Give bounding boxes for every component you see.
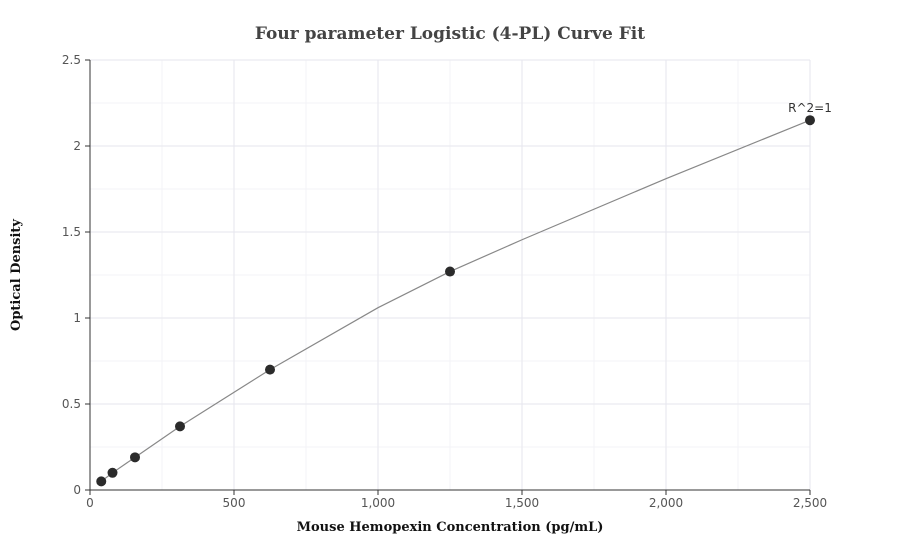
data-point xyxy=(265,364,275,375)
data-point xyxy=(107,467,118,478)
grid xyxy=(90,59,811,490)
ticks: 0 500 1,000 1,500 2,000 2,500 0 0.5 1 1.5 2 2.5 xyxy=(62,53,827,510)
chart-title: Four parameter Logistic (4-PL) Curve Fit xyxy=(255,24,645,44)
x-tick-label: 2,500 xyxy=(793,496,827,510)
data-point xyxy=(445,266,455,277)
x-tick-label: 500 xyxy=(223,496,246,510)
data-point xyxy=(96,476,107,487)
fit-curve-line xyxy=(100,119,811,482)
axes xyxy=(89,60,810,491)
y-tick-label: 1 xyxy=(73,311,81,325)
x-axis-title: Mouse Hemopexin Concentration (pg/mL) xyxy=(297,520,604,535)
y-tick-label: 0.5 xyxy=(62,397,81,411)
data-points xyxy=(96,115,815,487)
x-tick-label: 1,000 xyxy=(361,496,395,510)
x-tick-label: 1,500 xyxy=(505,496,539,510)
data-point xyxy=(805,115,815,126)
y-tick-label: 2.5 xyxy=(62,53,81,67)
data-point xyxy=(130,452,140,463)
y-tick-label: 2 xyxy=(73,139,81,153)
x-tick-label: 0 xyxy=(86,496,94,510)
annotations: R^2=1 xyxy=(788,101,832,115)
y-axis-title: Optical Density xyxy=(9,219,24,331)
r-squared-annotation: R^2=1 xyxy=(788,101,832,115)
data-point xyxy=(175,421,185,432)
y-tick-label: 0 xyxy=(73,483,81,497)
y-tick-label: 1.5 xyxy=(62,225,81,239)
x-tick-label: 2,000 xyxy=(649,496,683,510)
